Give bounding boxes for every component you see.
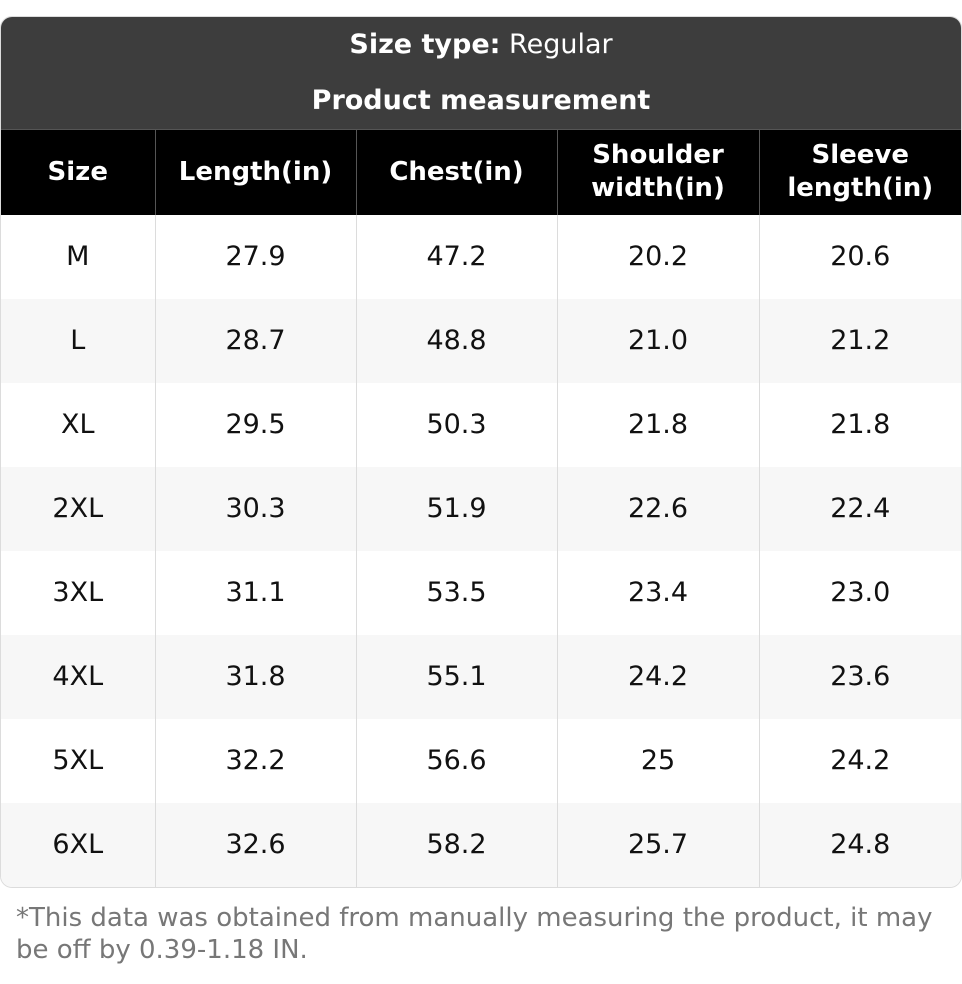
size-type-label: Size type: (349, 29, 501, 60)
sleeve-length-cell: 24.8 (758, 802, 961, 887)
measurement-disclaimer: *This data was obtained from manually me… (16, 903, 933, 965)
table-body: M 27.9 47.2 20.2 20.6 L 28.7 48.8 21.0 2… (1, 214, 961, 887)
table-row: 5XL 32.2 56.6 25 24.2 (1, 718, 961, 803)
size-type-value: Regular (509, 29, 613, 60)
chest-cell: 55.1 (355, 634, 557, 719)
column-header-chest: Chest(in) (355, 129, 557, 215)
column-header-sleeve-length: Sleeve length(in) (758, 129, 961, 215)
shoulder-width-cell: 25.7 (556, 802, 759, 887)
size-cell: 2XL (1, 466, 155, 551)
size-cell: 4XL (1, 634, 155, 719)
column-header-size: Size (1, 129, 155, 215)
chest-cell: 56.6 (355, 718, 557, 803)
column-header-shoulder-width: Shoulder width(in) (556, 129, 759, 215)
shoulder-width-cell: 25 (556, 718, 759, 803)
size-cell: XL (1, 382, 155, 467)
size-cell: L (1, 298, 155, 383)
length-cell: 31.1 (154, 550, 356, 635)
size-chart-card: Size type: Regular Product measurement S… (0, 16, 962, 888)
table-row: 3XL 31.1 53.5 23.4 23.0 (1, 550, 961, 635)
size-cell: 5XL (1, 718, 155, 803)
table-row: 6XL 32.6 58.2 25.7 24.8 (1, 802, 961, 887)
size-cell: 3XL (1, 550, 155, 635)
sleeve-length-cell: 21.2 (758, 298, 961, 383)
length-cell: 31.8 (154, 634, 356, 719)
table-row: XL 29.5 50.3 21.8 21.8 (1, 382, 961, 467)
chest-cell: 51.9 (355, 466, 557, 551)
sleeve-length-cell: 21.8 (758, 382, 961, 467)
sleeve-length-cell: 23.6 (758, 634, 961, 719)
sleeve-length-cell: 22.4 (758, 466, 961, 551)
length-cell: 30.3 (154, 466, 356, 551)
table-row: 2XL 30.3 51.9 22.6 22.4 (1, 466, 961, 551)
size-table: Size Length(in) Chest(in) Shoulder width… (1, 129, 961, 887)
size-type-line: Size type: Regular (1, 17, 961, 62)
size-cell: 6XL (1, 802, 155, 887)
product-measurement-title: Product measurement (311, 85, 651, 116)
shoulder-width-cell: 22.6 (556, 466, 759, 551)
shoulder-width-cell: 21.8 (556, 382, 759, 467)
sleeve-length-cell: 20.6 (758, 214, 961, 299)
sleeve-length-cell: 23.0 (758, 550, 961, 635)
length-cell: 28.7 (154, 298, 356, 383)
column-header-length: Length(in) (154, 129, 356, 215)
table-row: L 28.7 48.8 21.0 21.2 (1, 298, 961, 383)
length-cell: 32.2 (154, 718, 356, 803)
table-row: M 27.9 47.2 20.2 20.6 (1, 214, 961, 299)
length-cell: 29.5 (154, 382, 356, 467)
shoulder-width-cell: 20.2 (556, 214, 759, 299)
shoulder-width-cell: 23.4 (556, 550, 759, 635)
shoulder-width-cell: 24.2 (556, 634, 759, 719)
sleeve-length-cell: 24.2 (758, 718, 961, 803)
chest-cell: 47.2 (355, 214, 557, 299)
size-cell: M (1, 214, 155, 299)
chest-cell: 50.3 (355, 382, 557, 467)
table-header-row: Size Length(in) Chest(in) Shoulder width… (1, 129, 961, 215)
table-row: 4XL 31.8 55.1 24.2 23.6 (1, 634, 961, 719)
chest-cell: 53.5 (355, 550, 557, 635)
length-cell: 27.9 (154, 214, 356, 299)
shoulder-width-cell: 21.0 (556, 298, 759, 383)
chest-cell: 48.8 (355, 298, 557, 383)
size-chart-header: Size type: Regular Product measurement (1, 17, 961, 129)
chest-cell: 58.2 (355, 802, 557, 887)
length-cell: 32.6 (154, 802, 356, 887)
